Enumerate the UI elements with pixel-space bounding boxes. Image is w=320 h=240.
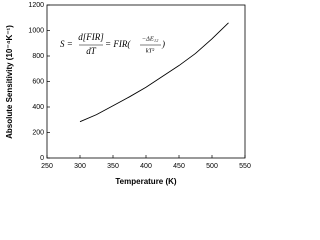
plot-frame xyxy=(46,4,246,159)
x-tick-label: 550 xyxy=(239,163,251,170)
chart: Temperature (K) Absolute Sensitivity (10… xyxy=(5,2,251,186)
y-tick-label: 1200 xyxy=(28,2,44,9)
x-tick-label: 300 xyxy=(74,163,86,170)
formula: S = d[FIR] dT = FIR( −ΔE₁₂ kT² ) xyxy=(60,32,165,56)
x-tick-label: 250 xyxy=(41,163,53,170)
formula-part: kT² xyxy=(146,47,156,54)
formula-part: S = xyxy=(60,39,73,49)
y-axis-label: Absolute Sensitivity (10⁻⁴K⁻¹) xyxy=(5,25,14,139)
y-tick-label: 0 xyxy=(40,155,44,162)
formula-part: = FIR( xyxy=(105,39,131,49)
formula-part: ) xyxy=(161,39,165,49)
y-tick-label: 200 xyxy=(32,129,44,136)
x-axis-label: Temperature (K) xyxy=(115,177,177,186)
x-tick-label: 350 xyxy=(107,163,119,170)
formula-part: dT xyxy=(86,46,97,56)
formula-part: d[FIR] xyxy=(78,32,104,42)
data-line xyxy=(79,22,229,123)
x-tick-label: 500 xyxy=(206,163,218,170)
x-tick-label: 450 xyxy=(173,163,185,170)
y-tick-label: 600 xyxy=(32,78,44,85)
y-tick-label: 400 xyxy=(32,104,44,111)
formula-part: −ΔE₁₂ xyxy=(142,35,159,42)
y-tick-label: 800 xyxy=(32,53,44,60)
x-tick-label: 400 xyxy=(140,163,152,170)
y-tick-label: 1000 xyxy=(28,27,44,34)
